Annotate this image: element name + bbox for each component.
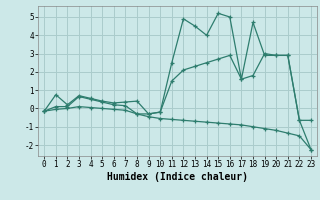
X-axis label: Humidex (Indice chaleur): Humidex (Indice chaleur) <box>107 172 248 182</box>
